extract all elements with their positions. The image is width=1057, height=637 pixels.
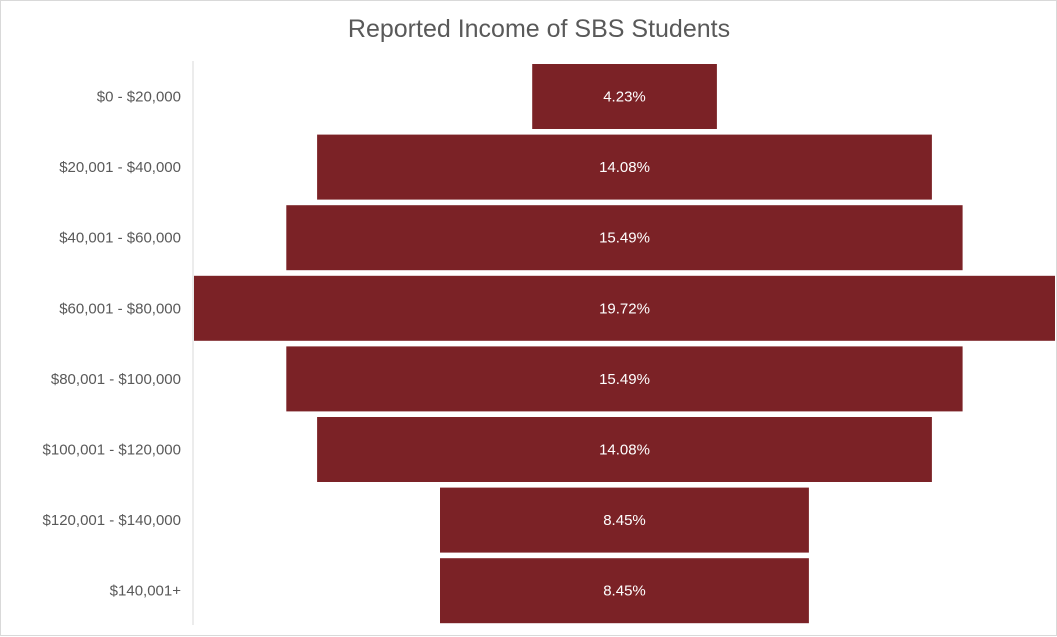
bar-2 xyxy=(317,134,932,200)
bar-3 xyxy=(286,205,963,271)
category-label-5: $80,001 - $100,000 xyxy=(51,371,181,388)
category-labels-group: $0 - $20,000 $20,001 - $40,000 $40,001 - $… xyxy=(43,89,182,600)
data-label-1: 4.23% xyxy=(603,89,646,106)
data-label-4: 19.72% xyxy=(599,300,650,317)
bar-5 xyxy=(286,346,963,412)
category-label-4: $60,001 - $80,000 xyxy=(59,300,181,317)
data-label-5: 15.49% xyxy=(599,371,650,388)
data-label-3: 15.49% xyxy=(599,230,650,247)
data-label-8: 8.45% xyxy=(603,583,646,600)
bar-4 xyxy=(194,275,1055,341)
category-label-8: $140,001+ xyxy=(110,583,182,600)
bar-6 xyxy=(317,417,932,482)
bar-7 xyxy=(440,487,809,553)
category-label-7: $120,001 - $140,000 xyxy=(43,512,181,529)
data-label-2: 14.08% xyxy=(599,159,650,176)
data-labels-group: 4.23% 14.08% 15.49% 19.72% 15.49% 14.08% 8.45%… xyxy=(599,89,650,600)
category-label-2: $20,001 - $40,000 xyxy=(59,159,181,176)
category-label-3: $40,001 - $60,000 xyxy=(59,230,181,247)
bar-1 xyxy=(532,64,717,129)
data-label-7: 8.45% xyxy=(603,512,646,529)
bar-8 xyxy=(440,558,809,624)
category-label-6: $100,001 - $120,000 xyxy=(43,442,181,459)
bars-group xyxy=(194,64,1055,624)
category-label-1: $0 - $20,000 xyxy=(97,89,181,106)
data-label-6: 14.08% xyxy=(599,442,650,459)
chart-title: Reported Income of SBS Students xyxy=(347,15,731,43)
